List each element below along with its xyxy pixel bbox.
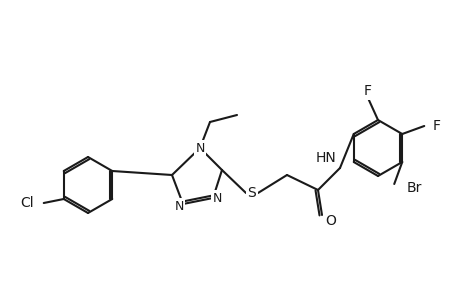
Text: F: F xyxy=(363,84,371,98)
Text: N: N xyxy=(195,142,204,154)
Text: F: F xyxy=(431,119,439,133)
Text: N: N xyxy=(212,191,221,205)
Text: N: N xyxy=(174,200,183,212)
Text: Cl: Cl xyxy=(20,196,34,210)
Text: O: O xyxy=(325,214,335,228)
Text: S: S xyxy=(247,186,256,200)
Text: Br: Br xyxy=(405,181,421,195)
Text: HN: HN xyxy=(314,151,335,165)
